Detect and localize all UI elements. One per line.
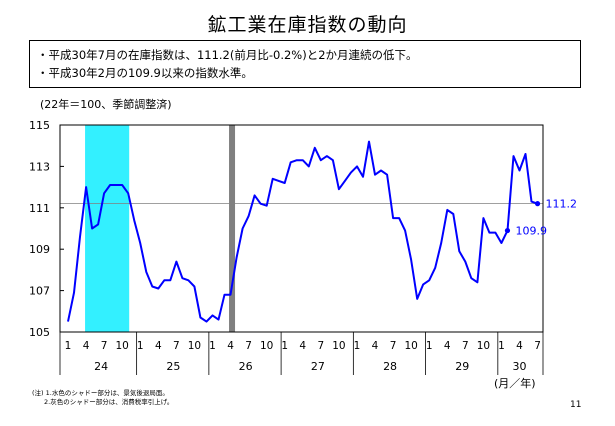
data-label: 111.2 bbox=[546, 198, 578, 211]
plot-frame bbox=[59, 124, 544, 333]
page-title: 鉱工業在庫指数の動向 bbox=[207, 14, 408, 36]
x-year-label: 29 bbox=[455, 360, 469, 373]
y-axis-ticks: 105 107 109 111 113 115 bbox=[29, 119, 64, 339]
x-month-label: 1 bbox=[498, 340, 505, 352]
x-year-label: 28 bbox=[383, 360, 397, 373]
note-line-2: ・平成30年2月の109.9以来の指数水準。 bbox=[37, 66, 253, 80]
x-month-label: 1 bbox=[426, 340, 433, 352]
y-tick-label: 109 bbox=[29, 243, 50, 256]
x-year-label: 24 bbox=[94, 360, 108, 373]
x-month-label: 4 bbox=[444, 340, 451, 352]
shading-layer bbox=[85, 125, 236, 332]
x-month-label: 1 bbox=[209, 340, 216, 352]
tax-hike-shading bbox=[229, 125, 236, 332]
x-year-label: 30 bbox=[513, 360, 527, 373]
x-axis-unit: (月／年) bbox=[494, 377, 536, 390]
x-month-label: 7 bbox=[317, 340, 324, 352]
y-tick-label: 115 bbox=[29, 119, 50, 132]
x-month-label: 7 bbox=[101, 340, 108, 352]
x-month-label: 10 bbox=[404, 340, 417, 352]
x-month-label: 4 bbox=[516, 340, 523, 352]
y-tick-label: 107 bbox=[29, 285, 50, 298]
x-month-label: 7 bbox=[462, 340, 469, 352]
x-month-label: 1 bbox=[137, 340, 144, 352]
x-month-label: 1 bbox=[281, 340, 288, 352]
x-month-label: 10 bbox=[115, 340, 128, 352]
inventory-index-line bbox=[67, 140, 538, 323]
x-year-label: 25 bbox=[166, 360, 180, 373]
series-layer bbox=[67, 140, 538, 323]
data-label-layer: 109.9 111.2 bbox=[504, 198, 578, 238]
x-axis-ticks: 1 4 7 10 1 4 7 10 1 4 7 10 1 4 7 10 1 4 7 10 1 4 7 10 1 4 724 25 26 2… bbox=[59, 332, 544, 375]
x-month-label: 1 bbox=[354, 340, 361, 352]
x-month-label: 4 bbox=[372, 340, 379, 352]
data-point-marker bbox=[534, 201, 541, 207]
x-month-label: 1 bbox=[65, 340, 72, 352]
summary-notes: ・平成30年7月の在庫指数は、111.2(前月比-0.2%)と2か月連続の低下。… bbox=[29, 40, 581, 88]
x-month-label: 10 bbox=[477, 340, 490, 352]
x-month-label: 4 bbox=[299, 340, 306, 352]
x-year-label: 26 bbox=[239, 360, 253, 373]
y-tick-label: 111 bbox=[29, 202, 50, 215]
x-month-label: 7 bbox=[245, 340, 252, 352]
y-tick-label: 105 bbox=[29, 326, 50, 339]
footnote-1: (注) 1.水色のシャドー部分は、景気後退局面。 bbox=[32, 389, 169, 397]
footnotes: (注) 1.水色のシャドー部分は、景気後退局面。 2.灰色のシャドー部分は、消費… bbox=[32, 389, 173, 407]
page-number: 11 bbox=[570, 400, 582, 410]
x-month-label: 10 bbox=[332, 340, 345, 352]
x-month-label: 7 bbox=[173, 340, 180, 352]
note-line-1: ・平成30年7月の在庫指数は、111.2(前月比-0.2%)と2か月連続の低下。 bbox=[37, 48, 418, 62]
x-month-label: 4 bbox=[83, 340, 90, 352]
x-month-label: 10 bbox=[260, 340, 273, 352]
data-point-marker bbox=[504, 227, 511, 234]
footnote-2: 2.灰色のシャドー部分は、消費税率引上げ。 bbox=[44, 398, 174, 406]
x-month-label: 10 bbox=[188, 340, 201, 352]
index-unit-label: (22年＝100、季節調整済) bbox=[40, 98, 172, 111]
x-year-label: 27 bbox=[311, 360, 325, 373]
x-month-label: 4 bbox=[155, 340, 162, 352]
data-label: 109.9 bbox=[515, 225, 547, 238]
y-tick-label: 113 bbox=[29, 160, 50, 173]
x-month-label: 7 bbox=[390, 340, 397, 352]
x-month-label: 4 bbox=[227, 340, 234, 352]
x-month-label: 7 bbox=[534, 340, 541, 352]
